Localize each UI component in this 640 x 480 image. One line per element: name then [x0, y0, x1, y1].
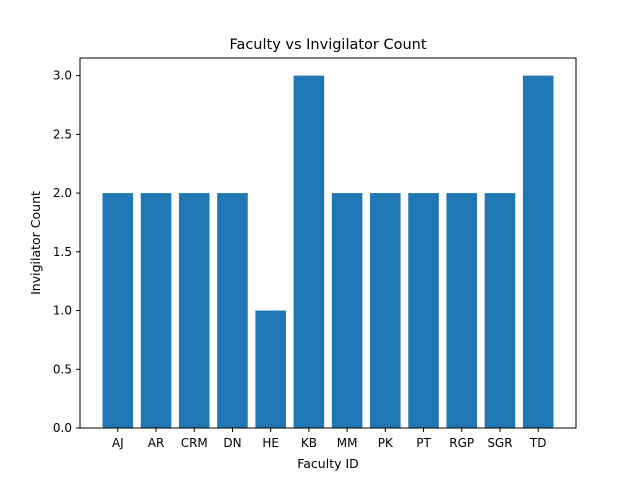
x-tick-label-crm: CRM: [181, 436, 208, 450]
x-tick-label-dn: DN: [223, 436, 241, 450]
x-tick-label-rgp: RGP: [449, 436, 474, 450]
bar-crm: [178, 193, 210, 428]
bar-aj: [102, 193, 134, 428]
y-tick-label-2: 1.0: [53, 304, 72, 318]
bar-pt: [408, 193, 439, 428]
bar-td: [522, 75, 554, 428]
y-axis: 0.0 0.5 1.0 1.5 2.0 2.5 3.0: [53, 69, 80, 435]
x-tick-label-mm: MM: [337, 436, 358, 450]
bars-group: [102, 75, 554, 428]
x-tick-label-ar: AR: [148, 436, 165, 450]
plot-frame: [79, 57, 577, 429]
bar-rgp: [446, 193, 478, 428]
chart-title: Faculty vs Invigilator Count: [229, 37, 426, 53]
x-tick-label-td: TD: [529, 436, 547, 450]
x-tick-label-kb: KB: [301, 436, 317, 450]
y-tick-label-6: 3.0: [53, 69, 72, 83]
x-tick-label-sgr: SGR: [487, 436, 512, 450]
x-tick-label-aj: AJ: [112, 436, 124, 450]
y-tick-label-4: 2.0: [53, 186, 72, 200]
x-tick-label-pk: PK: [378, 436, 394, 450]
y-tick-label-3: 1.5: [53, 245, 72, 259]
y-axis-label: Invigilator Count: [28, 191, 43, 295]
y-tick-label-1: 0.5: [53, 362, 72, 376]
bar-sgr: [484, 193, 516, 428]
x-tick-label-he: HE: [262, 436, 279, 450]
y-tick-label-5: 2.5: [53, 127, 72, 141]
bar-mm: [331, 193, 363, 428]
x-axis: AJ AR CRM DN HE KB MM PK PT RGP SGR TD: [112, 428, 547, 450]
x-axis-label: Faculty ID: [297, 456, 359, 471]
y-tick-label-0: 0.0: [53, 421, 72, 435]
bar-he: [255, 310, 286, 428]
x-tick-label-pt: PT: [416, 436, 431, 450]
bar-ar: [140, 193, 172, 428]
bar-kb: [293, 75, 325, 428]
bar-pk: [370, 193, 401, 428]
bar-dn: [217, 193, 248, 428]
